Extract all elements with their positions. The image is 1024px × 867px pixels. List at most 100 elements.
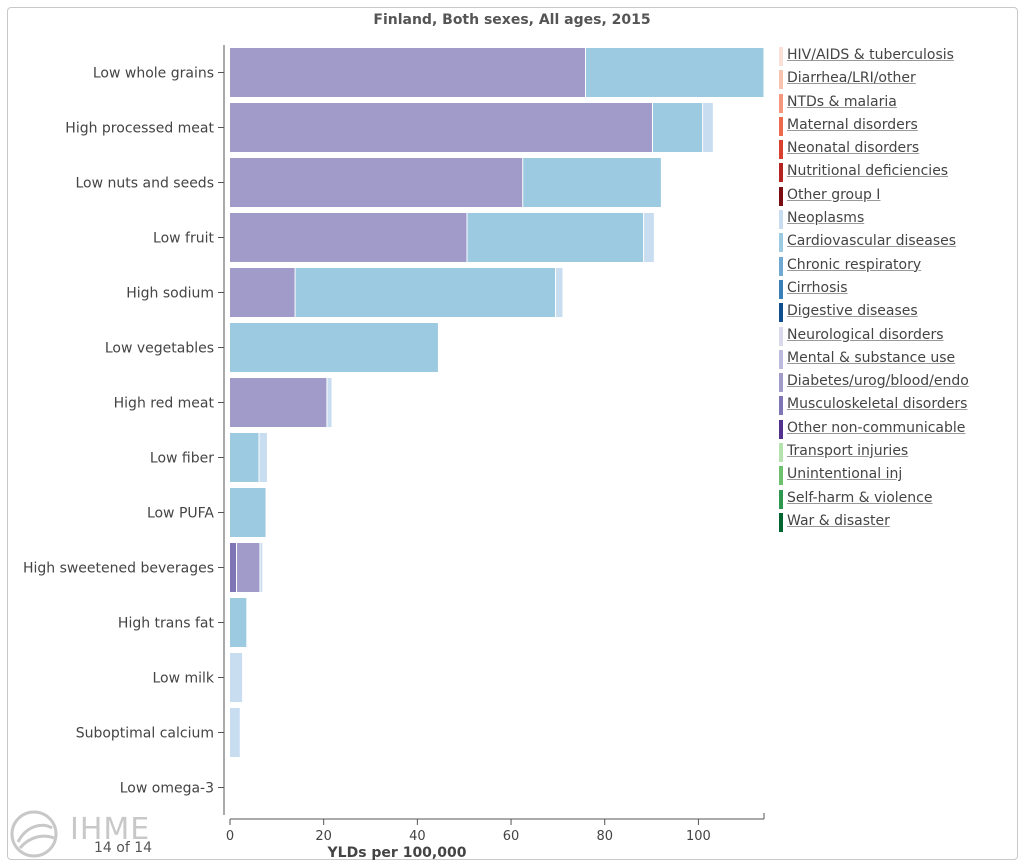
bar-segment: [230, 433, 259, 482]
legend-swatch: [779, 47, 783, 66]
y-tick-label: Low vegetables: [105, 341, 214, 357]
legend-swatch: [779, 419, 783, 439]
legend-label[interactable]: Other group I: [787, 186, 881, 203]
legend-label[interactable]: Neoplasms: [787, 210, 865, 227]
page-indicator: 14 of 14: [94, 840, 153, 856]
legend-item[interactable]: Other non-communicable: [777, 418, 1012, 441]
y-tick-label: High trans fat: [118, 616, 215, 632]
legend-label[interactable]: Cirrhosis: [787, 279, 848, 296]
x-tick-label: 20: [315, 829, 332, 844]
legend-label[interactable]: Other non-communicable: [787, 419, 966, 436]
legend-swatch: [779, 326, 783, 346]
ihme-logo-icon: [10, 810, 58, 858]
y-tick-label: Low whole grains: [93, 66, 214, 82]
bar-segment: [327, 378, 332, 427]
legend-item[interactable]: Chronic respiratory: [777, 255, 1012, 278]
legend-item[interactable]: Maternal disorders: [777, 115, 1012, 138]
legend-swatch: [779, 349, 783, 369]
legend-label[interactable]: Transport injuries: [787, 443, 909, 460]
x-tick-label: 0: [226, 829, 234, 844]
legend-item[interactable]: Neoplasms: [777, 208, 1012, 231]
legend-label[interactable]: Digestive diseases: [787, 303, 918, 320]
x-tick-label: 100: [686, 829, 711, 844]
bar-segment: [230, 158, 523, 207]
legend-item[interactable]: Neurological disorders: [777, 325, 1012, 348]
legend-item[interactable]: War & disaster: [777, 511, 1012, 534]
legend-label[interactable]: Self-harm & violence: [787, 489, 933, 506]
legend-item[interactable]: Cirrhosis: [777, 278, 1012, 301]
legend-swatch: [779, 466, 783, 486]
legend-item[interactable]: Diarrhea/LRI/other: [777, 68, 1012, 91]
bar-segment: [556, 268, 563, 317]
legend-label[interactable]: HIV/AIDS & tuberculosis: [787, 47, 954, 63]
legend-label[interactable]: NTDs & malaria: [787, 93, 897, 110]
legend-item[interactable]: Mental & substance use: [777, 348, 1012, 371]
bar-segment: [230, 213, 467, 262]
y-tick-label: Low nuts and seeds: [76, 176, 215, 192]
legend-item[interactable]: Digestive diseases: [777, 301, 1012, 324]
legend-label[interactable]: Maternal disorders: [787, 116, 918, 133]
legend: HIV/AIDS & tuberculosis Diarrhea/LRI/othe…: [777, 45, 1012, 534]
legend-item[interactable]: Unintentional inj: [777, 464, 1012, 487]
legend-swatch: [779, 186, 783, 206]
legend-swatch: [779, 443, 783, 463]
y-tick-label: High processed meat: [65, 121, 214, 137]
bar-segment: [237, 543, 260, 592]
legend-label[interactable]: Nutritional deficiencies: [787, 163, 949, 180]
bar-segment: [295, 268, 556, 317]
legend-item[interactable]: Other group I: [777, 185, 1012, 208]
legend-item[interactable]: HIV/AIDS & tuberculosis: [777, 45, 1012, 68]
legend-label[interactable]: Musculoskeletal disorders: [787, 396, 968, 413]
legend-item[interactable]: NTDs & malaria: [777, 92, 1012, 115]
legend-swatch: [779, 303, 783, 323]
legend-label[interactable]: Diabetes/urog/blood/endo: [787, 373, 969, 390]
bar-segment: [230, 103, 652, 152]
bar-segment: [259, 433, 267, 482]
bar-segment: [230, 323, 438, 372]
legend-swatch: [779, 396, 783, 416]
y-tick-label: High sodium: [126, 286, 214, 302]
y-tick-label: Low milk: [152, 671, 214, 687]
legend-swatch: [779, 93, 783, 113]
legend-item[interactable]: Nutritional deficiencies: [777, 161, 1012, 184]
bar-chart: Low whole grains High processed meat Low n…: [23, 45, 765, 861]
bar-segment: [230, 653, 243, 702]
legend-label[interactable]: Mental & substance use: [787, 349, 956, 366]
chart-title: Finland, Both sexes, All ages, 2015: [373, 12, 651, 28]
legend-item[interactable]: Transport injuries: [777, 441, 1012, 464]
legend-item[interactable]: Cardiovascular diseases: [777, 231, 1012, 254]
legend-item[interactable]: Neonatal disorders: [777, 138, 1012, 161]
bar-segment: [230, 598, 247, 647]
ihme-logo-text: IHME: [70, 812, 151, 847]
y-tick-label: Low omega-3: [120, 781, 214, 797]
legend-label[interactable]: War & disaster: [787, 512, 890, 529]
legend-label[interactable]: Unintentional inj: [787, 466, 903, 483]
legend-item[interactable]: Diabetes/urog/blood/endo: [777, 371, 1012, 394]
y-tick-label: High red meat: [114, 396, 215, 412]
bar-segment: [230, 48, 585, 97]
legend-item[interactable]: Self-harm & violence: [777, 488, 1012, 511]
x-axis-label: YLDs per 100,000: [327, 845, 467, 861]
x-tick-label: 40: [409, 829, 426, 844]
bar-segment: [230, 543, 237, 592]
legend-swatch: [779, 512, 783, 532]
y-tick-label: High sweetened beverages: [23, 561, 214, 577]
y-tick-label: Low fruit: [153, 231, 214, 247]
bar-segment: [230, 488, 266, 537]
legend-label[interactable]: Neonatal disorders: [787, 140, 920, 157]
legend-swatch: [779, 140, 783, 160]
ihme-logo: IHME: [8, 808, 188, 860]
bar-segment: [260, 543, 263, 592]
legend-label[interactable]: Cardiovascular diseases: [787, 233, 957, 250]
legend-swatch: [779, 256, 783, 276]
legend-swatch: [779, 373, 783, 393]
bar-segment: [523, 158, 661, 207]
legend-label[interactable]: Diarrhea/LRI/other: [787, 70, 916, 87]
legend-label[interactable]: Chronic respiratory: [787, 256, 922, 273]
bar-segment: [230, 378, 327, 427]
bar-segment: [467, 213, 644, 262]
legend-label[interactable]: Neurological disorders: [787, 326, 944, 343]
bar-segment: [644, 213, 654, 262]
x-tick-label: 60: [503, 829, 520, 844]
legend-item[interactable]: Musculoskeletal disorders: [777, 394, 1012, 417]
